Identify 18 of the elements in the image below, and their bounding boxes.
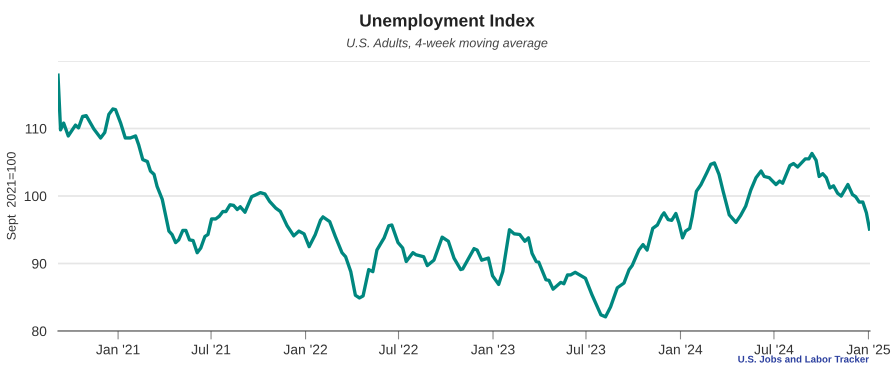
x-tick-label: Jul '24: [754, 344, 794, 354]
x-tick-label: Jul '21: [191, 344, 230, 354]
x-tick-label: Jan '24: [658, 344, 702, 354]
line-series: [58, 74, 870, 318]
text: U.S. Jobs and Labor Tracker: [738, 355, 869, 363]
y-tick-label: 100: [24, 191, 46, 202]
x-tick-label: Jan '21: [96, 344, 140, 354]
x-tick-label: Jul '22: [378, 344, 418, 354]
chart-subtitle: U.S. Adults, 4-week moving average: [347, 38, 548, 50]
x-tick-label: Jan '25: [846, 344, 890, 354]
x-tick-label: Jan '23: [471, 344, 515, 354]
x-tick-label: Jan '22: [284, 344, 328, 354]
y-tick-label: 80: [32, 326, 46, 336]
y-tick-label: 90: [32, 258, 46, 269]
x-tick-label: Jul '23: [566, 344, 606, 354]
chart-title: Unemployment Index: [360, 14, 535, 30]
y-tick-label: 110: [26, 124, 46, 134]
y-axis-title: Sept 2021=100: [6, 152, 18, 240]
